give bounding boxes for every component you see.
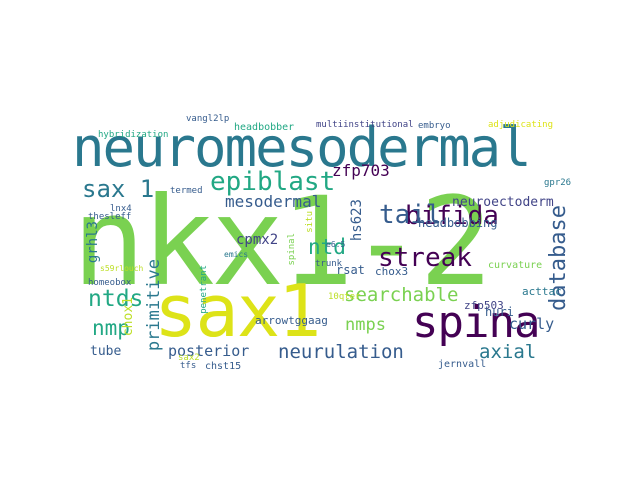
- word-termed: termed: [170, 186, 203, 196]
- word-lnx4: lnx4: [110, 204, 132, 214]
- word-tfs: tfs: [180, 361, 197, 371]
- word-s59rlouch: s59rlouch: [100, 264, 144, 273]
- word-arrowtggaag: arrowtggaag: [255, 314, 328, 327]
- word-streak: streak: [378, 243, 472, 273]
- word-spina: spina: [412, 297, 540, 348]
- word-trunk: trunk: [315, 259, 343, 269]
- word-nmp: nmp: [92, 316, 130, 340]
- word-rsat: rsat: [336, 263, 365, 277]
- word-10qter: 10qter: [328, 292, 361, 302]
- word-jernvall: jernvall: [438, 359, 487, 370]
- word-vangl2lp: vangl2lp: [186, 114, 230, 124]
- word-multiinstitutional: multiinstitutional: [316, 120, 414, 130]
- word-grhl3: grhl3: [85, 221, 101, 264]
- word-situ: situ: [305, 211, 315, 233]
- word-tail: tail: [379, 200, 442, 230]
- word-embryo: embryo: [418, 121, 451, 131]
- word-bifida: bifida: [405, 201, 499, 231]
- word-sax2: sax2: [178, 353, 200, 363]
- word-ntd: ntd: [308, 235, 346, 259]
- word-cloud: nkx1-2 neuromesodermal sax1 spina epibla…: [70, 105, 580, 370]
- word-spinal: spinal: [287, 233, 297, 266]
- word-neurulation: neurulation: [278, 341, 404, 363]
- word-penetrant: penetrant: [199, 265, 209, 314]
- word-epiblast: epiblast: [210, 167, 336, 197]
- word-sax1: sax1: [154, 269, 321, 353]
- word-axial: axial: [479, 341, 537, 363]
- word-chst15: chst15: [205, 361, 242, 371]
- word-neuroectoderm: neuroectoderm: [452, 195, 554, 210]
- word-adjudicating: adjudicating: [488, 120, 554, 130]
- word-headbobber: headbobber: [234, 122, 295, 133]
- word-thesleff: thesleff: [88, 212, 132, 222]
- word-sax-1: sax 1: [82, 175, 155, 203]
- word-mesodermal: mesodermal: [225, 192, 322, 211]
- word-posterior: posterior: [168, 342, 250, 360]
- word-headbobbing: headbobbing: [418, 216, 498, 230]
- word-hs623: hs623: [349, 199, 365, 242]
- word-curly: curly: [509, 315, 555, 333]
- word-nkx1-2: nkx1-2: [72, 171, 493, 313]
- word-zfp703: zfp703: [332, 161, 390, 180]
- word-e6-5: e6.5: [326, 240, 346, 249]
- word-nmps: nmps: [345, 315, 386, 335]
- word-homeobox: homeobox: [88, 278, 132, 288]
- word-acttac: acttac: [522, 285, 562, 298]
- word-searchable: searchable: [344, 284, 459, 306]
- word-gpr26: gpr26: [544, 178, 572, 188]
- word-cpmx2: cpmx2: [236, 232, 279, 248]
- word-hybridization: hybridization: [98, 130, 169, 140]
- word-emics: emics: [224, 250, 249, 259]
- word-ntds: ntds: [88, 286, 144, 312]
- word-chox3: chox3: [375, 265, 409, 278]
- word-chox1: chox1: [121, 297, 136, 337]
- word-primitive: primitive: [144, 259, 164, 352]
- word-neuromesodermal: neuromesodermal: [72, 116, 532, 179]
- word-huri: huri: [485, 305, 514, 319]
- word-tube: tube: [90, 344, 122, 359]
- word-zfp503: zfp503: [464, 299, 504, 312]
- word-curvature: curvature: [488, 260, 543, 271]
